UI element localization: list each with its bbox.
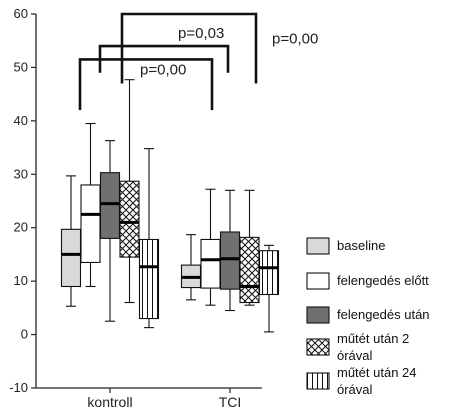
- p-value-label: p=0,00: [140, 61, 186, 78]
- box: [60, 175, 82, 307]
- x-tick-label: kontroll: [87, 394, 132, 410]
- legend-swatch: [306, 306, 330, 324]
- y-tick-label: -10: [9, 380, 28, 395]
- y-tick-label: 20: [14, 220, 28, 235]
- y-tick-label: 40: [14, 113, 28, 128]
- legend-label: műtét után 2 órával: [337, 331, 409, 363]
- legend-item: felengedés előtt: [306, 272, 429, 290]
- legend-swatch: [306, 237, 330, 255]
- p-value-label: p=0,03: [178, 25, 224, 42]
- legend-swatch: [306, 272, 330, 290]
- box: [138, 148, 160, 329]
- box-iqr: [200, 238, 221, 289]
- box: [239, 189, 260, 306]
- box: [180, 234, 202, 301]
- p-value-label: p=0,00: [272, 30, 318, 47]
- legend-label: műtét után 24 órával: [337, 365, 417, 397]
- y-tick-label: 50: [14, 59, 28, 74]
- legend-label-line: órával: [337, 382, 373, 397]
- legend-swatch: [306, 338, 330, 356]
- legend-item: műtét után 2 órával: [306, 331, 409, 363]
- y-tick-label: 10: [14, 273, 28, 288]
- box: [258, 244, 280, 333]
- y-tick-label: 60: [14, 6, 28, 21]
- legend-label: baseline: [337, 238, 385, 253]
- box: [99, 140, 121, 322]
- legend-swatch: [306, 372, 330, 390]
- box: [219, 189, 241, 312]
- significance-bracket: [78, 58, 214, 111]
- box: [119, 79, 140, 304]
- legend-label: felengedés előtt: [337, 273, 429, 288]
- legend-item: műtét után 24 órával: [306, 365, 417, 397]
- significance-bracket: [98, 44, 230, 73]
- y-tick-label: 0: [21, 327, 28, 342]
- box-iqr: [219, 231, 241, 290]
- legend-label: felengedés után: [337, 307, 430, 322]
- box-iqr: [119, 180, 140, 258]
- legend-label-line: órával: [337, 348, 373, 363]
- y-tick-label: 30: [14, 166, 28, 181]
- box-iqr: [258, 250, 280, 296]
- box-iqr: [239, 236, 260, 304]
- box-iqr: [60, 228, 82, 288]
- legend-label-line: műtét után 2: [337, 331, 409, 346]
- legend-item: baseline: [306, 237, 385, 255]
- legend-label-line: műtét után 24: [337, 365, 417, 380]
- x-tick-label: TCI: [219, 394, 242, 410]
- box-iqr: [138, 238, 160, 320]
- legend-item: felengedés után: [306, 306, 430, 324]
- box: [80, 122, 101, 288]
- box-iqr: [99, 172, 121, 239]
- significance-bracket: [120, 12, 258, 84]
- box-iqr: [80, 184, 101, 263]
- box: [200, 188, 221, 306]
